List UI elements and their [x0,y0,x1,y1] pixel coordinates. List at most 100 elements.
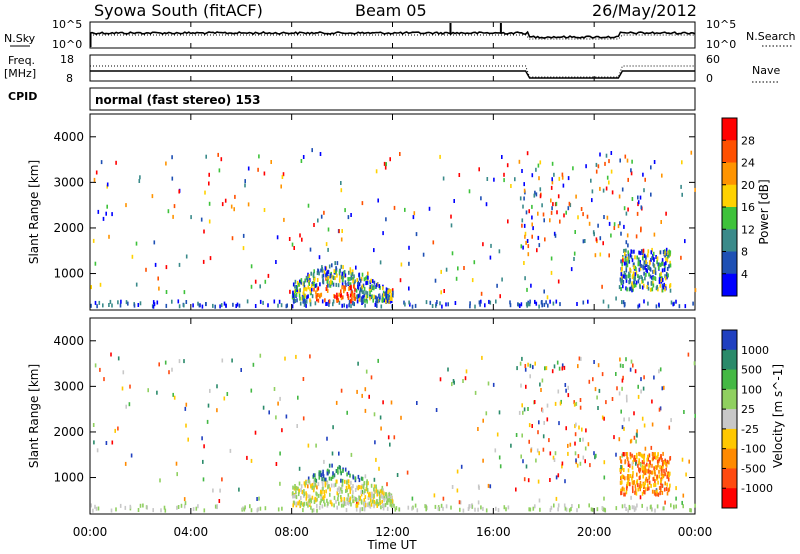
cell-1-226 [623,426,625,431]
cell-0-889 [641,285,644,290]
cell-1-1018 [629,452,632,457]
cell-1-401 [487,381,490,386]
cell-0-708 [320,268,322,273]
cell-1-50 [192,507,195,512]
cell-1-1045 [651,470,653,475]
cell-1-1061 [661,475,664,480]
cell-1-1076 [643,375,645,380]
cell-1-127 [485,508,488,513]
cell-0-115 [607,304,610,309]
cell-1-537 [349,496,352,501]
cell-1-147 [615,506,618,511]
cell-0-805 [327,283,329,288]
cell-1-140 [203,508,206,513]
cell-0-14 [403,300,405,305]
cell-1-220 [254,430,257,435]
cell-0-897 [663,249,666,254]
cell-0-720 [369,296,371,301]
cell-1-1169 [559,401,562,406]
cell-0-553 [325,287,328,291]
cell-0-791 [382,293,385,298]
cell-1-729 [294,494,296,499]
cell-1-692 [377,489,379,494]
cell-0-786 [369,285,371,289]
cell-1-1067 [619,467,621,472]
cell-0-1112 [550,210,553,215]
cell-0-234 [514,177,516,182]
cell-0-227 [506,163,509,168]
cell-1-214 [279,451,281,456]
cell-1-463 [337,466,339,471]
cell-0-1038 [653,269,655,274]
cell-0-15 [528,302,531,307]
cell-0-315 [526,239,529,243]
cell-0-352 [218,168,221,173]
cell-0-318 [283,217,285,222]
cell-1-1157 [588,379,591,384]
cell-1-569 [323,499,325,504]
cell-0-271 [139,175,141,180]
cell-1-189 [520,454,522,459]
cell-1-199 [296,424,298,428]
cell-0-280 [538,176,540,181]
cell-0-306 [690,150,693,155]
cell-0-41 [321,299,324,304]
cell-1-60 [673,504,675,509]
cell-0-893 [630,255,633,260]
cell-0-850 [652,253,654,258]
cell-0-197 [527,244,530,249]
cell-1-102 [386,506,389,511]
cell-1-799 [300,488,302,493]
cell-0-294 [451,251,454,256]
cell-0-1131 [636,211,639,216]
cell-0-924 [664,251,666,256]
cell-0-103 [549,299,551,304]
cell-0-704 [351,297,353,302]
cell-1-1108 [538,451,540,456]
cell-1-572 [315,491,317,496]
cell-0-104 [214,304,216,309]
cell-1-129 [621,504,624,509]
cell-0-344 [203,229,205,234]
cell-1-369 [546,403,549,408]
cbar-tick-label-1-1: 500 [741,364,762,377]
cell-1-1080 [567,393,570,398]
cell-0-398 [442,176,445,181]
cell-1-942 [646,457,648,462]
cell-0-406 [610,233,612,238]
cell-1-499 [335,499,337,504]
cell-1-278 [122,370,125,375]
cell-0-327 [208,201,211,206]
cell-0-367 [231,236,234,241]
cell-0-757 [390,293,392,297]
cell-1-859 [643,489,645,494]
cell-0-1136 [561,175,564,180]
cell-0-725 [313,282,315,287]
cell-1-909 [664,472,666,477]
cell-1-899 [653,483,655,488]
cell-0-305 [171,176,174,181]
cell-1-556 [301,490,303,494]
cell-1-86 [407,505,410,510]
cell-1-109 [576,508,578,513]
cell-1-829 [620,488,622,493]
cell-1-153 [363,507,366,512]
nave-label: Nave [752,64,780,77]
cell-0-70 [133,303,136,308]
cell-0-1046 [632,272,635,277]
cell-1-267 [229,448,232,453]
cell-1-850 [625,486,628,491]
cell-0-852 [661,268,664,273]
cell-1-627 [321,481,324,486]
cell-0-282 [383,161,386,166]
cell-1-1052 [639,483,641,487]
cell-0-36 [362,299,364,304]
cell-1-353 [447,367,449,372]
cell-1-527 [340,495,342,499]
cell-1-1137 [533,400,536,404]
cell-1-1016 [648,463,650,468]
cell-0-400 [680,184,682,189]
cell-1-1078 [636,429,638,434]
cell-1-696 [297,492,300,497]
